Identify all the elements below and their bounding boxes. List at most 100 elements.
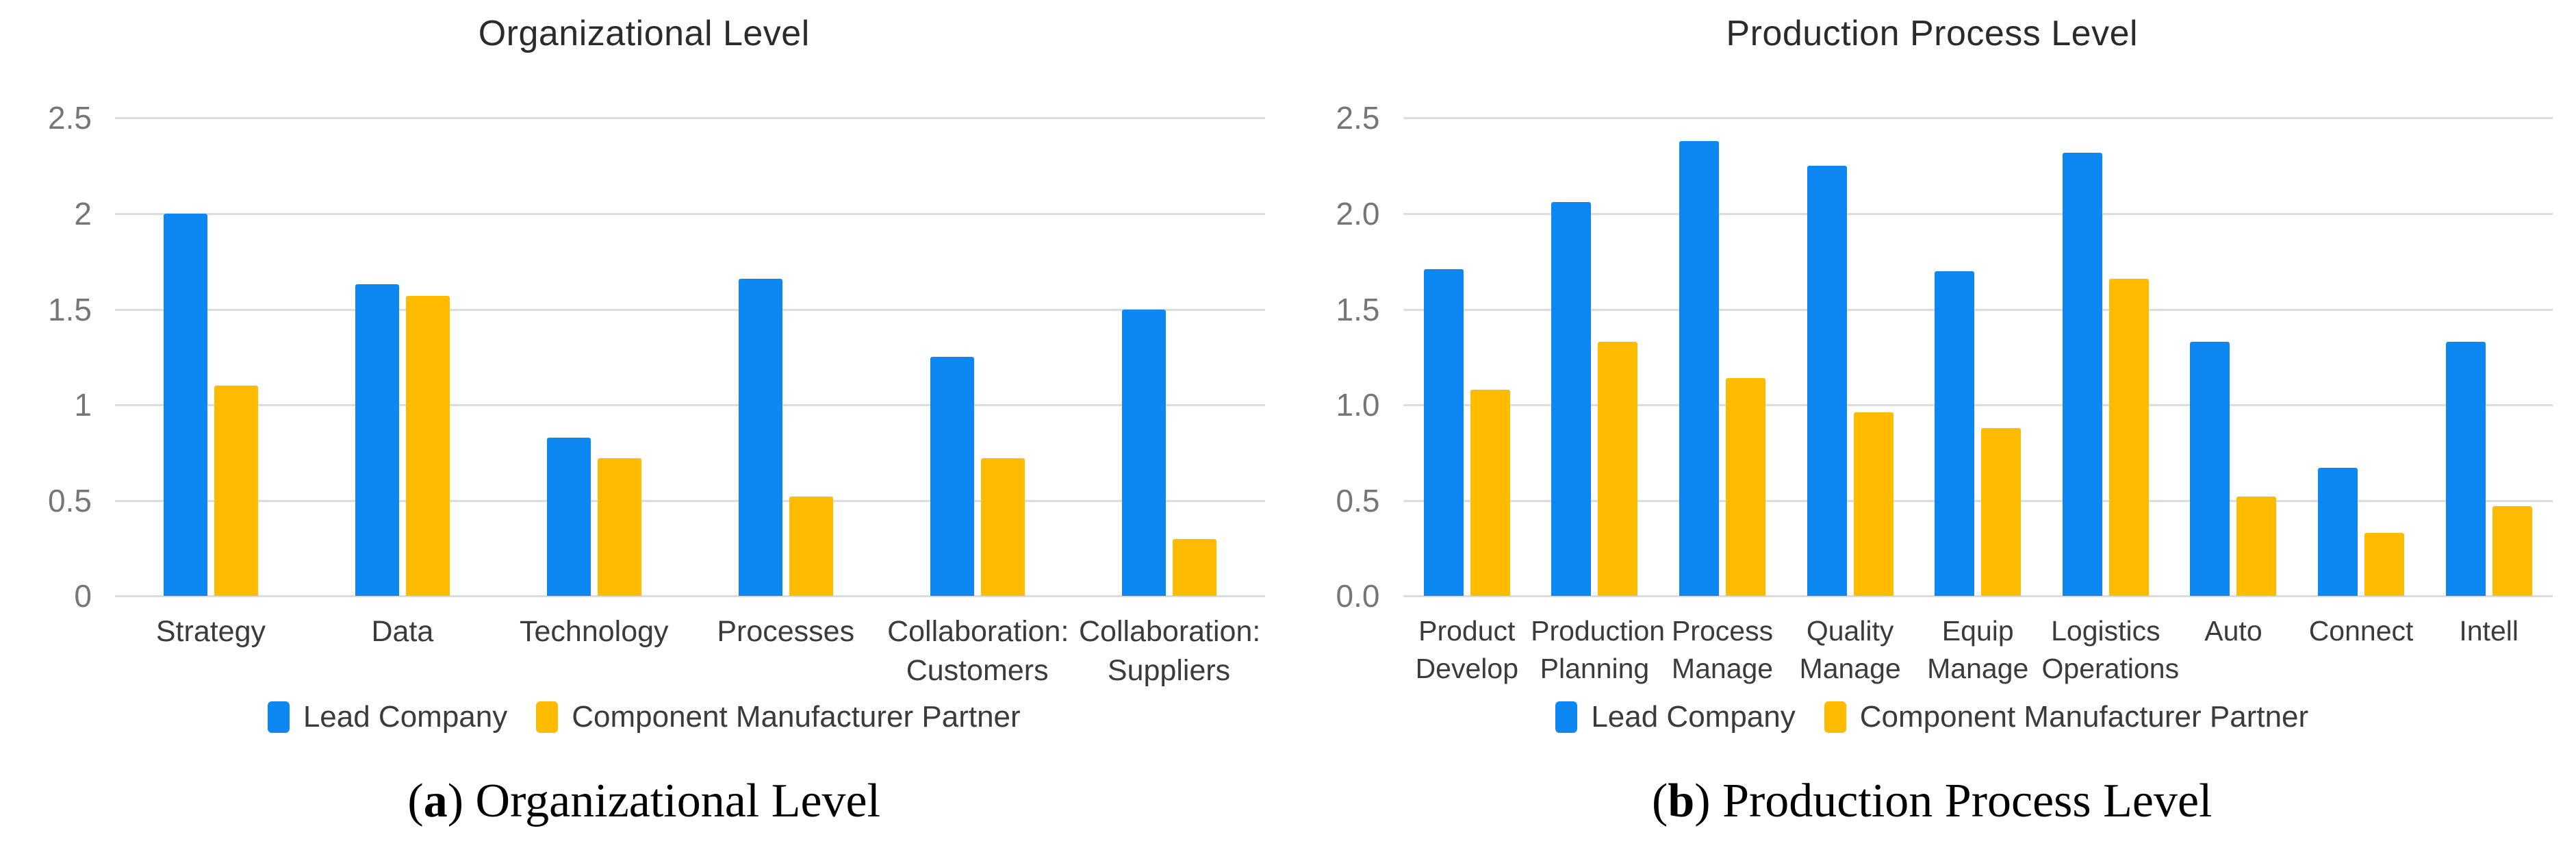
bar-lead-company-logistics-operations <box>2062 152 2102 597</box>
gridline <box>115 404 1265 407</box>
bar-component-manufacturer-partner-strategy <box>214 386 258 597</box>
chart-legend: Lead Company Component Manufacturer Partn… <box>1312 700 2553 734</box>
bar-groups: Product Develop Production Planning Proces… <box>1403 118 2553 684</box>
caption-text: Production Process Level <box>1710 775 2212 828</box>
bar-pair <box>2297 118 2425 597</box>
bar-group-collaboration-customers: Collaboration: Customers <box>882 118 1073 687</box>
bar-lead-company-collaboration-suppliers <box>1121 309 1166 597</box>
gridlines <box>115 117 1265 598</box>
bar-pair <box>1659 118 1787 597</box>
legend-item-component-manufacturer-partner: Component Manufacturer Partner <box>1824 700 2308 734</box>
x-axis-label-process-manage: Process Manage <box>1671 615 1774 684</box>
bar-component-manufacturer-partner-collaboration-customers <box>980 458 1025 597</box>
x-axis-label-intell: Intell <box>2459 615 2518 647</box>
gridline <box>1403 595 2553 598</box>
chart-panel-organizational-level: Organizational Level 2.5 2 1.5 1 0.5 0 Strate… <box>23 14 1265 829</box>
bar-pair <box>115 118 307 597</box>
bar-group-production-planning: Production Planning <box>1531 118 1665 684</box>
bar-component-manufacturer-partner-logistics-operations <box>2108 278 2149 597</box>
figure-caption-a: (a) Organizational Level <box>23 774 1265 829</box>
bar-groups: Strategy Data Technology Processes Collabora… <box>115 118 1265 687</box>
bar-lead-company-data <box>355 284 399 597</box>
caption-paren-open: ( <box>1652 775 1668 828</box>
x-axis-label-quality-manage: Quality Manage <box>1799 615 1901 684</box>
bar-pair <box>690 118 882 597</box>
bar-component-manufacturer-partner-production-planning <box>1598 342 1638 597</box>
chart-panel-production-process-level: Production Process Level 2.5 2.0 1.5 1.0 0.5… <box>1288 0 2576 863</box>
x-axis-label-logistics-operations: Logistics Operations <box>2041 615 2180 684</box>
legend-item-component-manufacturer-partner: Component Manufacturer Partner <box>536 700 1021 734</box>
caption-paren-open: ( <box>407 775 424 828</box>
legend-swatch-lead-company <box>267 701 290 734</box>
bar-lead-company-intell <box>2445 342 2486 597</box>
chart-production-process-level: 2.5 2.0 1.5 1.0 0.5 0.0 Product Develop Produc… <box>1312 100 2553 684</box>
bar-lead-company-strategy <box>163 214 207 597</box>
x-axis-label-collaboration-customers: Collaboration: Customers <box>887 615 1069 688</box>
bar-group-connect: Connect <box>2297 118 2425 647</box>
gridline <box>1403 404 2553 407</box>
bar-component-manufacturer-partner-quality-manage <box>1853 412 1893 597</box>
x-axis-label-technology: Technology <box>520 615 669 649</box>
plot-area: Strategy Data Technology Processes Collabora… <box>115 117 1265 687</box>
bar-pair <box>2042 118 2170 597</box>
bar-group-process-manage: Process Manage <box>1659 118 1787 684</box>
bar-lead-company-production-planning <box>1551 202 1592 597</box>
bar-lead-company-auto <box>2190 342 2230 597</box>
bar-lead-company-processes <box>738 278 782 597</box>
bar-lead-company-collaboration-customers <box>930 357 974 597</box>
legend-label-component-manufacturer-partner: Component Manufacturer Partner <box>1859 700 2309 734</box>
gridline <box>1403 212 2553 215</box>
legend-label-lead-company: Lead Company <box>1591 700 1796 734</box>
chart-title-organizational-level: Organizational Level <box>478 14 810 53</box>
bar-group-technology: Technology <box>498 118 690 648</box>
x-axis-label-auto: Auto <box>2204 615 2262 647</box>
bar-component-manufacturer-partner-processes <box>789 497 833 597</box>
caption-paren-close: ) <box>447 775 464 828</box>
bar-component-manufacturer-partner-connect <box>2364 533 2405 597</box>
bar-pair <box>2425 118 2553 597</box>
bar-lead-company-connect <box>2318 468 2358 597</box>
bar-lead-company-process-manage <box>1679 140 1720 597</box>
figure-caption-b: (b) Production Process Level <box>1312 774 2553 829</box>
caption-letter: b <box>1668 775 1695 828</box>
x-axis-label-equip-manage: Equip Manage <box>1927 615 2029 684</box>
bar-group-strategy: Strategy <box>115 118 307 648</box>
caption-text: Organizational Level <box>463 775 881 828</box>
bar-group-auto: Auto <box>2169 118 2297 647</box>
gridline <box>115 499 1265 502</box>
bar-pair <box>2169 118 2297 597</box>
y-axis-tick-labels: 2.5 2 1.5 1 0.5 0 <box>48 100 92 614</box>
gridlines <box>1403 117 2553 598</box>
bar-pair <box>882 118 1073 597</box>
bar-pair <box>1403 118 1531 597</box>
gridline <box>1403 499 2553 502</box>
bar-lead-company-product-develop <box>1423 268 1464 597</box>
bar-group-logistics-operations: Logistics Operations <box>2042 118 2179 684</box>
bar-component-manufacturer-partner-technology <box>597 458 641 597</box>
y-axis-tick-labels: 2.5 2.0 1.5 1.0 0.5 0.0 <box>1336 100 1380 614</box>
bar-group-quality-manage: Quality Manage <box>1786 118 1914 684</box>
bar-component-manufacturer-partner-collaboration-suppliers <box>1172 538 1216 597</box>
x-axis-label-strategy: Strategy <box>155 615 266 649</box>
x-axis-label-processes: Processes <box>717 615 855 649</box>
x-axis-label-product-develop: Product Develop <box>1415 615 1519 684</box>
bar-group-processes: Processes <box>690 118 882 648</box>
bar-lead-company-equip-manage <box>1935 271 1975 597</box>
legend-label-lead-company: Lead Company <box>303 700 508 734</box>
bar-component-manufacturer-partner-process-manage <box>1726 378 1766 597</box>
gridline <box>115 212 1265 215</box>
legend-swatch-component-manufacturer-partner <box>536 701 559 734</box>
plot-area: Product Develop Production Planning Proces… <box>1403 117 2553 684</box>
legend-swatch-component-manufacturer-partner <box>1824 701 1846 734</box>
bar-group-product-develop: Product Develop <box>1403 118 1531 684</box>
bar-group-data: Data <box>307 118 498 648</box>
gridline <box>115 117 1265 120</box>
x-axis-label-data: Data <box>371 615 434 649</box>
bar-lead-company-quality-manage <box>1807 166 1847 597</box>
gridline <box>1403 117 2553 120</box>
chart-title-production-process-level: Production Process Level <box>1726 14 2139 53</box>
bar-component-manufacturer-partner-equip-manage <box>1981 427 2022 597</box>
x-axis-label-connect: Connect <box>2308 615 2414 647</box>
bar-lead-company-technology <box>546 437 591 597</box>
